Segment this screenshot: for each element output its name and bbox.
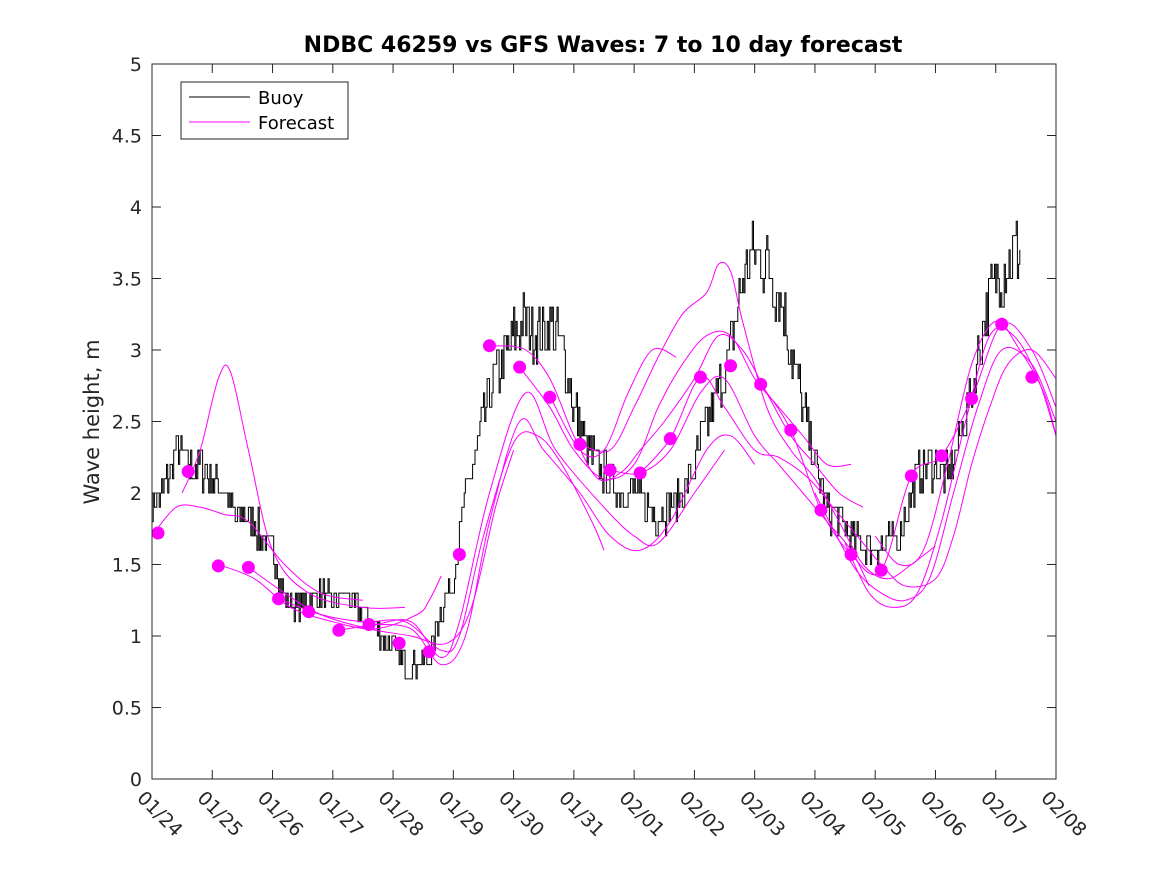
forecast-marker xyxy=(965,392,979,406)
y-tick-label: 5 xyxy=(130,54,142,76)
forecast-marker xyxy=(302,605,316,619)
forecast-marker xyxy=(211,559,225,573)
legend-buoy-label: Buoy xyxy=(258,88,304,109)
y-tick-label: 3.5 xyxy=(112,269,142,291)
buoy-series-line xyxy=(152,220,1021,680)
forecast-line-15 xyxy=(844,327,1057,608)
forecast-line-5 xyxy=(338,391,725,659)
forecast-marker xyxy=(513,360,527,374)
forecast-line-0 xyxy=(151,504,363,601)
forecast-marker xyxy=(844,547,858,561)
y-tick-label: 0 xyxy=(130,769,142,791)
forecast-line-8 xyxy=(519,330,852,480)
y-tick-label: 1.5 xyxy=(112,555,142,577)
forecast-marker xyxy=(1025,370,1039,384)
forecast-marker xyxy=(452,547,466,561)
forecast-marker xyxy=(784,423,798,437)
forecast-marker xyxy=(934,449,948,463)
y-axis-label: Wave height, m xyxy=(80,339,104,504)
forecast-marker xyxy=(814,503,828,517)
forecast-line-14 xyxy=(814,347,1057,602)
y-tick-label: 4 xyxy=(130,197,142,219)
y-tick-label: 0.5 xyxy=(112,698,142,720)
forecast-marker xyxy=(995,317,1009,331)
forecast-marker xyxy=(603,463,617,477)
y-tick-label: 3 xyxy=(130,340,142,362)
forecast-line-3 xyxy=(248,449,515,645)
forecast-marker xyxy=(332,623,346,637)
forecast-marker xyxy=(573,437,587,451)
forecast-line-7 xyxy=(495,334,864,508)
forecast-marker xyxy=(272,592,286,606)
forecast-marker xyxy=(181,465,195,479)
y-tick-label: 4.5 xyxy=(112,126,142,148)
forecast-marker xyxy=(904,469,918,483)
legend-forecast-label: Forecast xyxy=(258,113,334,134)
legend-box xyxy=(180,81,349,140)
forecast-marker xyxy=(422,645,436,659)
forecast-marker xyxy=(693,370,707,384)
forecast-line-1 xyxy=(181,364,406,609)
forecast-line-2 xyxy=(218,564,442,630)
forecast-marker xyxy=(754,377,768,391)
forecast-marker xyxy=(663,432,677,446)
legend: Buoy Forecast xyxy=(180,81,349,140)
forecast-line-10 xyxy=(579,261,936,580)
forecast-line-4 xyxy=(278,431,605,653)
chart-title: NDBC 46259 vs GFS Waves: 7 to 10 day for… xyxy=(304,33,903,58)
forecast-marker xyxy=(633,466,647,480)
forecast-marker xyxy=(241,560,255,574)
forecast-marker xyxy=(543,390,557,404)
forecast-marker xyxy=(724,359,738,373)
plot-area xyxy=(151,220,1057,680)
y-tick-label: 1 xyxy=(130,626,142,648)
forecast-marker xyxy=(362,618,376,632)
forecast-marker xyxy=(392,636,406,650)
y-tick-label: 2.5 xyxy=(112,412,142,434)
forecast-marker xyxy=(151,526,165,540)
forecast-line-12 xyxy=(639,349,1057,588)
forecast-marker xyxy=(874,563,888,577)
y-tick-label: 2 xyxy=(130,483,142,505)
forecast-line-6 xyxy=(368,418,756,666)
forecast-marker xyxy=(482,339,496,353)
